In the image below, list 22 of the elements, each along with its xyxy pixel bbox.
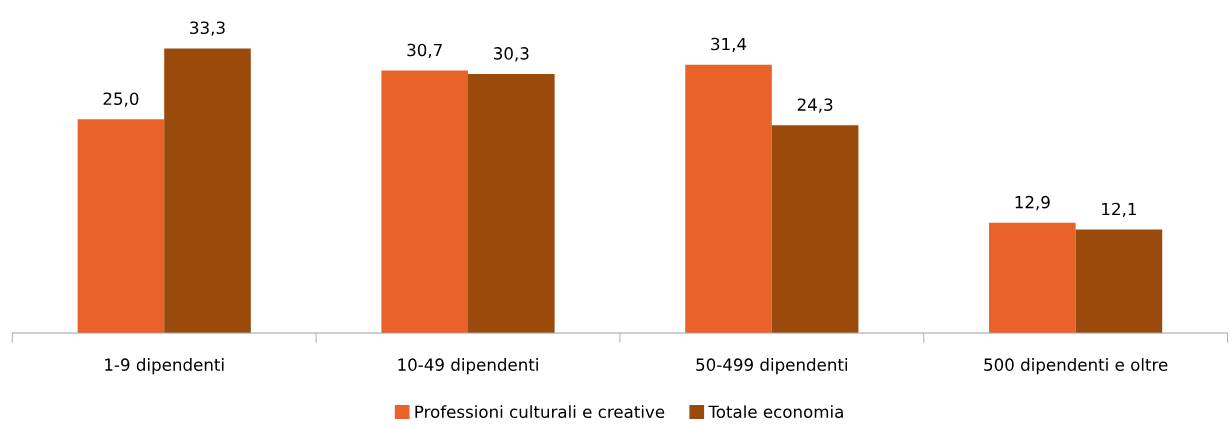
x-tick-label: 1-9 dipendenti [105,358,224,375]
bar [468,74,555,334]
data-label: 30,7 [407,43,442,58]
x-tick-label: 50-499 dipendenti [696,358,848,375]
data-label: 12,1 [1102,202,1136,217]
legend-label: Totale economia [708,405,843,419]
data-label: 30,3 [494,47,529,62]
bar [1075,229,1163,334]
bar [77,119,165,334]
data-label: 24,3 [797,98,833,113]
data-label: 31,4 [711,37,747,52]
bar [164,48,251,334]
bar [989,222,1076,334]
x-tick-label: 10-49 dipendenti [398,358,538,375]
data-label: 25,0 [103,92,139,107]
data-label: 12,9 [1015,195,1050,211]
bar [771,125,859,334]
bar [685,64,772,334]
x-tick-label: 500 dipendenti e oltre [984,358,1168,375]
bar [381,70,469,334]
legend-label: Professioni culturali e creative [415,405,665,419]
data-label: 33,3 [190,21,225,36]
